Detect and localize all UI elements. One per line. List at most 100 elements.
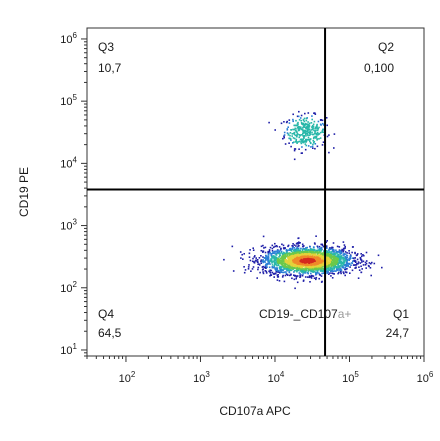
event-dot — [296, 275, 299, 277]
event-dot — [323, 250, 325, 252]
event-dot — [297, 263, 299, 265]
event-dot — [260, 249, 263, 252]
event-dot — [275, 254, 278, 256]
event-dot — [278, 256, 280, 258]
event-dot — [321, 253, 323, 255]
event-dot — [333, 147, 335, 149]
event-dot — [312, 123, 315, 126]
event-dot — [328, 254, 331, 257]
event-dot — [293, 149, 296, 152]
event-dot — [300, 119, 302, 122]
event-dot — [294, 249, 296, 252]
y-tick-label: 101 — [60, 342, 77, 357]
event-dot — [285, 273, 288, 275]
event-dot — [278, 280, 281, 282]
event-dot — [278, 246, 281, 248]
event-dot — [276, 268, 278, 271]
event-dot — [268, 121, 270, 124]
event-dot — [300, 127, 302, 129]
event-dot — [268, 262, 270, 264]
event-dot — [296, 126, 299, 129]
event-dot — [337, 253, 340, 256]
event-dot — [268, 250, 271, 253]
event-dot — [290, 260, 293, 262]
event-dot — [320, 260, 322, 262]
event-dot — [354, 267, 356, 269]
event-dot — [334, 257, 337, 260]
event-dot — [311, 145, 314, 148]
event-dot — [328, 256, 330, 258]
event-dot — [365, 260, 368, 262]
event-dot — [305, 138, 307, 141]
event-dot — [286, 263, 288, 265]
event-dot — [307, 134, 309, 137]
event-dot — [330, 247, 333, 249]
event-dot — [295, 277, 297, 280]
event-dot — [326, 135, 329, 138]
event-dot — [296, 131, 298, 134]
event-dot — [276, 267, 278, 269]
event-dot — [309, 138, 312, 140]
event-dot — [328, 248, 330, 251]
event-dot — [310, 129, 313, 131]
event-dot — [259, 271, 261, 274]
event-dot — [265, 259, 267, 261]
event-dot — [298, 252, 301, 255]
event-dot — [265, 258, 267, 260]
event-dot — [297, 269, 300, 272]
event-dot — [310, 133, 312, 135]
event-dot — [315, 276, 318, 279]
event-dot — [314, 271, 317, 274]
event-dot — [291, 266, 294, 268]
event-dot — [288, 122, 291, 124]
event-dot — [314, 126, 317, 129]
quadrant-annotation-dark: CD19-_CD107 — [259, 307, 338, 321]
event-dot — [311, 262, 313, 265]
event-dot — [314, 112, 316, 114]
event-dot — [329, 259, 331, 262]
event-dot — [308, 127, 310, 129]
event-dot — [293, 131, 296, 134]
event-dot — [302, 268, 305, 270]
event-dot — [344, 274, 346, 277]
event-dot — [280, 262, 283, 265]
event-dot — [357, 261, 360, 263]
event-dot — [317, 262, 319, 265]
event-dot — [327, 271, 329, 273]
event-dot — [332, 242, 335, 244]
event-dot — [318, 261, 321, 263]
event-dot — [268, 270, 270, 273]
event-dot — [342, 267, 345, 269]
event-dot — [288, 142, 290, 144]
event-dot — [344, 253, 347, 255]
event-dot — [321, 269, 323, 272]
event-dot — [240, 257, 242, 259]
event-dot — [305, 117, 308, 120]
event-dot — [301, 257, 303, 259]
event-dot — [271, 250, 274, 252]
y-tick-label: 105 — [60, 93, 77, 108]
event-dot — [339, 268, 341, 271]
event-dot — [260, 255, 262, 257]
event-dot — [293, 158, 296, 161]
event-dot — [298, 140, 300, 143]
event-dot — [342, 271, 345, 273]
event-dot — [291, 133, 294, 135]
event-dot — [314, 243, 316, 245]
event-dot — [354, 264, 357, 266]
event-dot — [355, 264, 358, 266]
event-dot — [283, 267, 286, 270]
event-dot — [249, 259, 252, 262]
event-dot — [299, 273, 302, 275]
event-dot — [317, 134, 319, 136]
event-dot — [328, 151, 330, 154]
event-dot — [344, 271, 347, 273]
event-dot — [286, 128, 289, 130]
y-tick-label: 106 — [60, 31, 77, 46]
event-dot — [356, 258, 359, 261]
event-dot — [264, 264, 267, 267]
event-dot — [340, 270, 342, 273]
event-dot — [306, 271, 308, 274]
event-dot — [343, 244, 346, 246]
event-dot — [305, 144, 308, 147]
